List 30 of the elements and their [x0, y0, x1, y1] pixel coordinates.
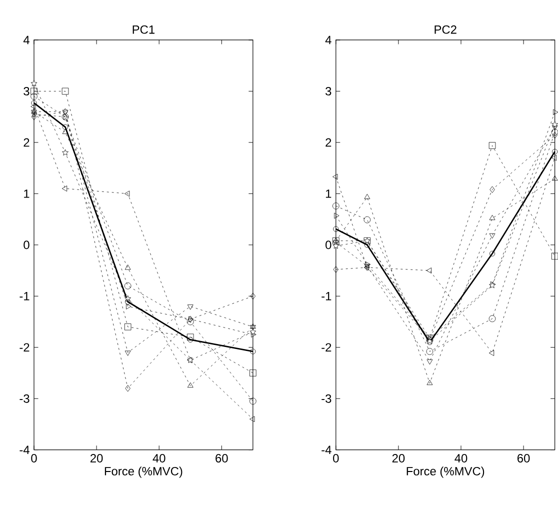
y-tick-label: -3: [20, 394, 30, 403]
x-axis-title: Force (%MVC): [104, 466, 182, 478]
x-tick-label: 40: [152, 454, 166, 463]
y-tick-label: 0: [326, 240, 332, 250]
y-tick-label: 0: [24, 240, 30, 250]
y-tick-label: -4: [322, 446, 332, 454]
x-tick-label: 40: [454, 454, 468, 463]
y-tick-label: -2: [20, 343, 30, 352]
x-tick-label: 20: [90, 454, 103, 463]
x-tick-label: 60: [518, 454, 530, 463]
x-tick-label: 20: [392, 454, 405, 463]
chart-title: PC2: [434, 25, 456, 34]
y-tick-label: 3: [326, 87, 332, 96]
y-tick-label: 2: [326, 138, 332, 147]
y-tick-label: 3: [24, 87, 30, 96]
x-tick-label: 60: [216, 454, 228, 463]
y-tick-label: -3: [322, 394, 332, 403]
y-tick-label: -4: [20, 446, 30, 454]
y-tick-label: 4: [23, 36, 30, 44]
y-tick-label: -1: [322, 292, 332, 300]
y-tick-label: 2: [24, 138, 30, 147]
x-tick-label: 0: [31, 454, 37, 463]
y-tick-label: -1: [20, 292, 30, 300]
x-tick-label: 0: [333, 454, 339, 463]
y-tick-label: 4: [325, 36, 332, 44]
x-axis-title: Force (%MVC): [406, 466, 484, 478]
y-tick-label: 1: [24, 190, 30, 198]
chart-title: PC1: [132, 25, 154, 34]
y-tick-label: -2: [322, 343, 332, 352]
y-tick-label: 1: [326, 190, 332, 198]
